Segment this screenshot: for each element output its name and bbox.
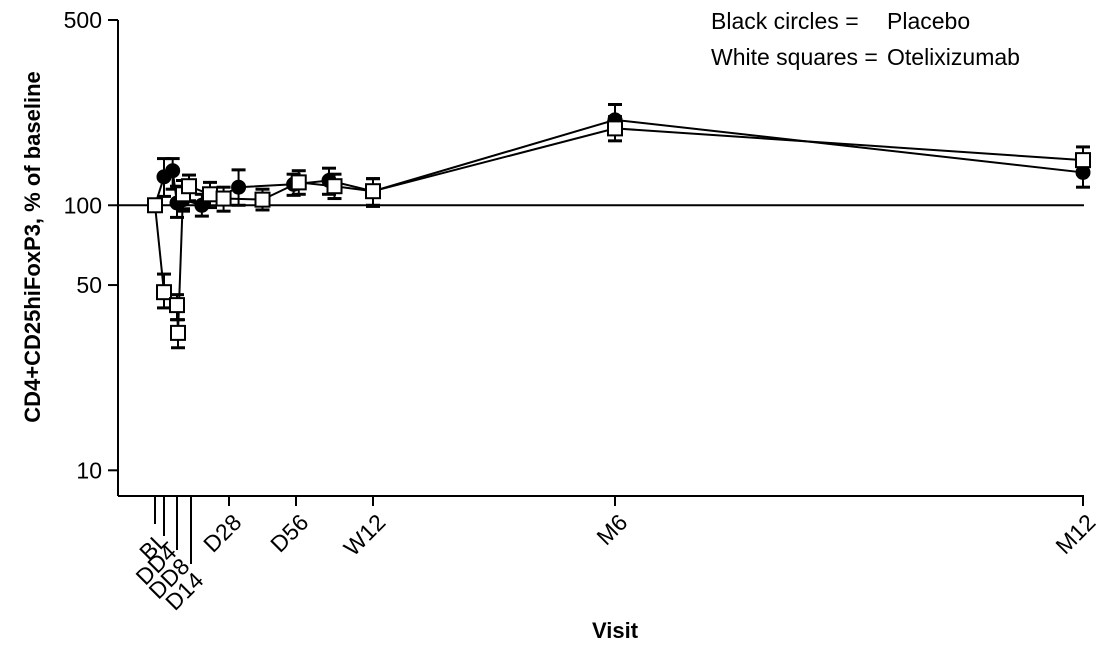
data-point-otelixizumab (170, 324, 186, 341)
data-point-otelixizumab (365, 183, 381, 200)
data-point-otelixizumab (147, 197, 163, 214)
data-point-placebo (231, 179, 247, 195)
x-tick-label: M6 (591, 509, 632, 550)
x-tick-label: W12 (339, 509, 391, 561)
data-point-otelixizumab (607, 120, 623, 137)
y-axis-title: CD4+CD25hiFoxP3, % of baseline (20, 71, 45, 423)
data-point-otelixizumab (1075, 152, 1091, 169)
data-point-otelixizumab (215, 190, 232, 207)
legend-key-otelixizumab: White squares = (711, 44, 878, 70)
data-point-otelixizumab (156, 284, 172, 301)
series-group (147, 102, 1091, 350)
data-point-otelixizumab (326, 178, 343, 195)
x-tick-label: D56 (265, 509, 313, 557)
data-point-otelixizumab (181, 178, 197, 195)
series-otelixizumab (147, 115, 1091, 350)
x-tick-label: D28 (198, 509, 246, 557)
legend-label-placebo: Placebo (887, 8, 970, 34)
x-tick-label: M12 (1050, 509, 1100, 559)
data-point-otelixizumab (290, 174, 307, 191)
legend-key-placebo: Black circles = (711, 8, 859, 34)
y-tick-label: 10 (76, 457, 102, 483)
series-line (154, 127, 1084, 333)
y-tick-label: 100 (64, 192, 102, 218)
data-point-otelixizumab (254, 191, 271, 208)
x-axis-title: Visit (592, 618, 639, 643)
data-point-otelixizumab (169, 297, 185, 314)
y-tick-label: 50 (76, 272, 102, 298)
y-tick-label: 500 (64, 7, 102, 33)
legend: Black circles = Placebo White squares = … (711, 8, 1020, 70)
data-point-placebo (165, 163, 181, 179)
legend-label-otelixizumab: Otelixizumab (887, 44, 1020, 70)
data-point-otelixizumab (202, 186, 218, 203)
